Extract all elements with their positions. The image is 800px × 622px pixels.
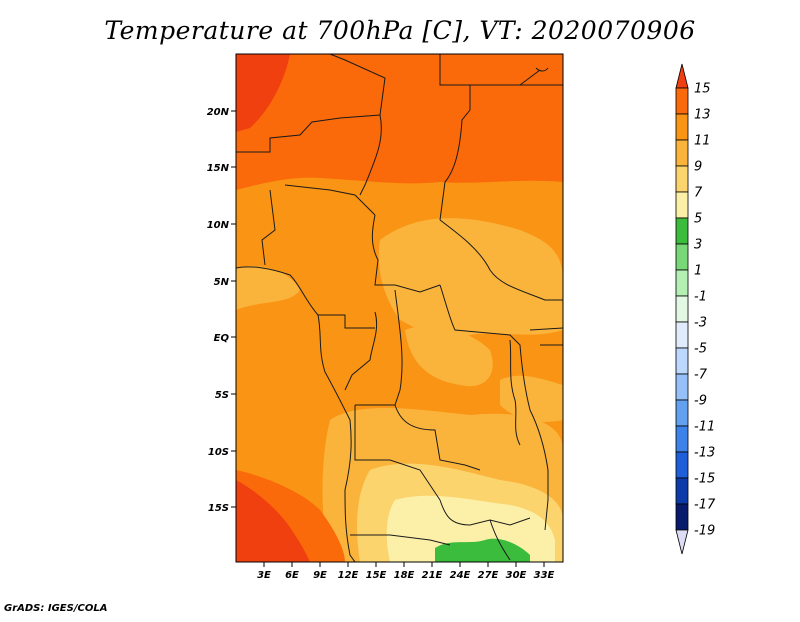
map-frame [235, 53, 564, 563]
colorbar-segment [675, 217, 689, 245]
lat-label: 20N [207, 107, 230, 118]
colorbar-label: -9 [694, 394, 707, 409]
country-borders [236, 54, 563, 562]
grads-credit: GrADS: IGES/COLA [4, 603, 108, 614]
lon-label: 12E [338, 570, 359, 581]
colorbar-label: -3 [694, 316, 707, 331]
colorbar-label: 7 [694, 186, 703, 201]
lat-label: 15S [208, 503, 229, 514]
map-title: Temperature at 700hPa [C], VT: 202007090… [104, 16, 696, 45]
lat-label: 5N [214, 277, 230, 288]
colorbar-segment [675, 113, 689, 141]
lat-label: EQ [214, 333, 230, 344]
colorbar-label: -1 [694, 290, 707, 305]
colorbar-segment [675, 373, 689, 401]
colorbar-label: 15 [694, 82, 711, 97]
lon-label: 33E [534, 570, 555, 581]
colorbar-label: -5 [694, 342, 707, 357]
colorbar-label: -17 [694, 498, 716, 513]
lon-label: 9E [313, 570, 327, 581]
colorbar-label: 13 [694, 108, 711, 123]
lat-label: 10S [208, 447, 229, 458]
colorbar-segment [675, 477, 689, 505]
longitude-axis: 3E 6E 9E 12E 15E 18E 21E 24E 27E 30E 33E [257, 562, 555, 581]
colorbar-segment [675, 191, 689, 219]
colorbar-segment [675, 425, 689, 453]
colorbar: 15 13 11 9 7 5 3 1 -1 -3 -5 -7 -9 -11 -13 -15 -17 -19 [675, 63, 716, 555]
lon-label: 18E [394, 570, 415, 581]
lat-label: 5S [215, 390, 229, 401]
colorbar-label: -7 [694, 368, 708, 383]
colorbar-label: -19 [694, 524, 715, 539]
colorbar-segment [675, 503, 689, 531]
lon-label: 24E [450, 570, 471, 581]
colorbar-arrow-bottom [675, 529, 689, 555]
colorbar-label: 5 [694, 212, 702, 227]
colorbar-segment [675, 399, 689, 427]
lon-label: 3E [257, 570, 271, 581]
colorbar-label: -11 [694, 420, 715, 435]
colorbar-segment [675, 87, 689, 115]
colorbar-segment [675, 165, 689, 193]
colorbar-label: -15 [694, 472, 715, 487]
colorbar-label: 11 [694, 134, 711, 149]
colorbar-segment [675, 451, 689, 479]
colorbar-segment [675, 139, 689, 167]
colorbar-label: 3 [694, 238, 702, 253]
colorbar-segment [675, 321, 689, 349]
colorbar-segment [675, 347, 689, 375]
colorbar-segment [675, 295, 689, 323]
temperature-field [236, 54, 563, 562]
colorbar-segment [675, 269, 689, 297]
lon-label: 21E [422, 570, 443, 581]
colorbar-segment [675, 243, 689, 271]
colorbar-label: 1 [694, 264, 702, 279]
colorbar-arrow-top [675, 63, 689, 89]
lat-label: 10N [207, 220, 230, 231]
lon-label: 15E [366, 570, 387, 581]
lon-label: 30E [506, 570, 527, 581]
lon-label: 6E [285, 570, 299, 581]
colorbar-label: -13 [694, 446, 715, 461]
latitude-axis: 20N 15N 10N 5N EQ 5S 10S 15S [207, 107, 236, 514]
lon-label: 27E [478, 570, 499, 581]
colorbar-label: 9 [694, 160, 702, 175]
lat-label: 15N [207, 163, 230, 174]
